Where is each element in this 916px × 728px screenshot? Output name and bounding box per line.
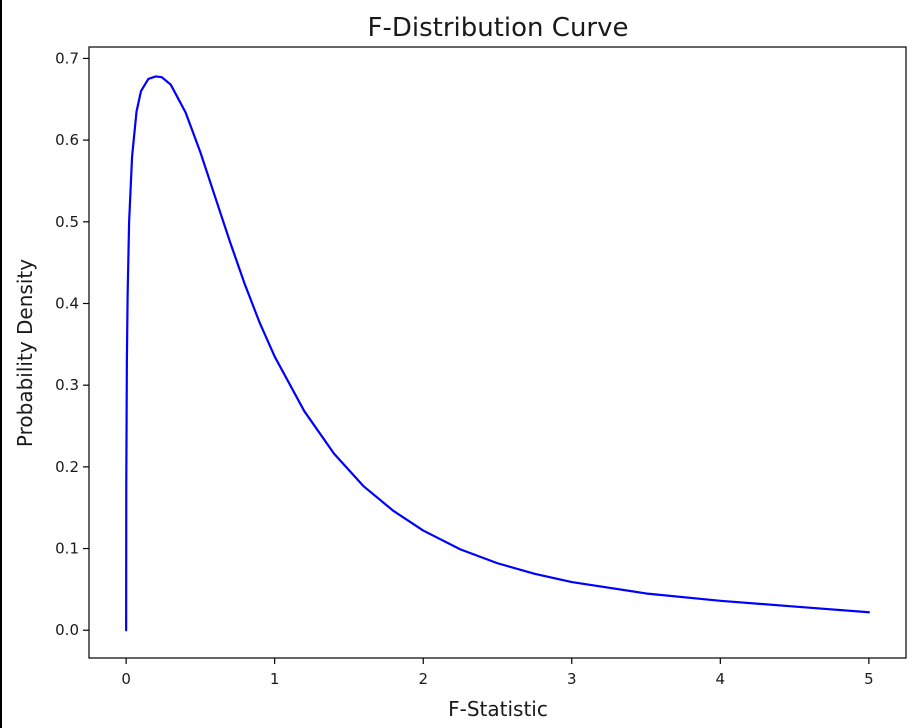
x-axis-label: F-Statistic: [448, 697, 548, 721]
x-tick-label: 4: [716, 670, 726, 688]
x-tick-label: 2: [418, 670, 428, 688]
plot-area: 0 1 2 3 4 5 0.0 0.1 0.2 0.3 0.4 0.5 0.6 0.7: [55, 46, 907, 688]
y-axis-label: Probability Density: [13, 259, 37, 447]
y-tick-label: 0.5: [55, 213, 79, 231]
x-tick-label: 3: [567, 670, 577, 688]
left-edge-line: [0, 0, 2, 728]
y-tick-label: 0.6: [55, 131, 79, 149]
series-line-0: [125, 75, 870, 632]
y-tick-label: 0.0: [55, 621, 79, 639]
y-tick-label: 0.3: [55, 376, 79, 394]
x-tick-label: 1: [270, 670, 280, 688]
y-tick-label: 0.7: [55, 49, 79, 67]
y-tick-label: 0.4: [55, 294, 79, 312]
y-tick-label: 0.2: [55, 458, 79, 476]
y-tick-label: 0.1: [55, 540, 79, 558]
plot-frame: [88, 46, 907, 659]
chart-title: F-Distribution Curve: [368, 13, 629, 43]
x-tick-label: 0: [121, 670, 131, 688]
x-tick-label: 5: [864, 670, 874, 688]
